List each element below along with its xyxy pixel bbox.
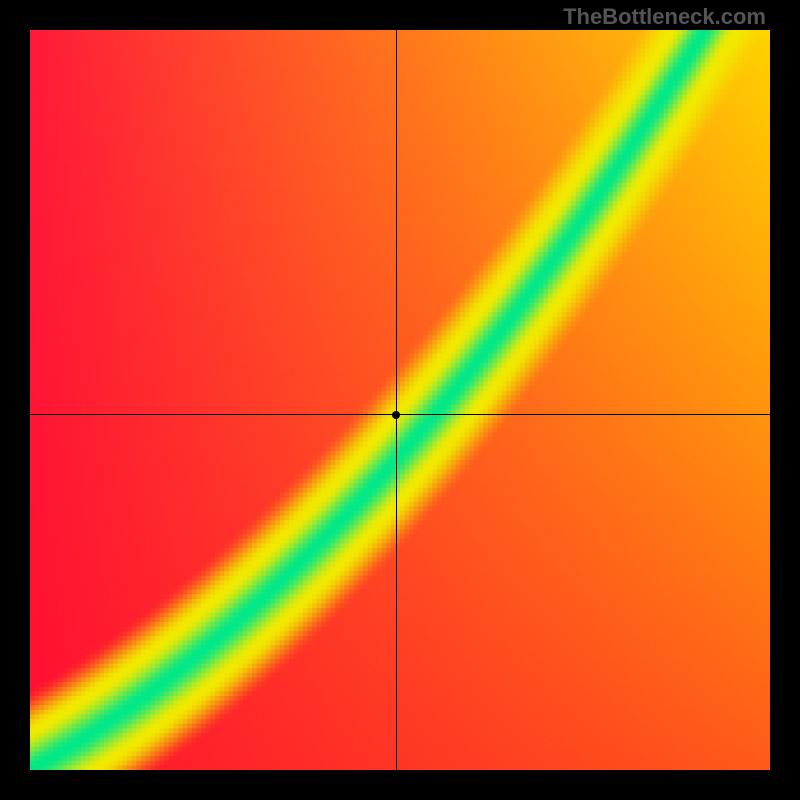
- selection-marker: [392, 411, 400, 419]
- bottleneck-heatmap: [30, 30, 770, 770]
- watermark-text: TheBottleneck.com: [563, 4, 766, 30]
- crosshair-vertical: [396, 30, 397, 770]
- chart-container: TheBottleneck.com: [0, 0, 800, 800]
